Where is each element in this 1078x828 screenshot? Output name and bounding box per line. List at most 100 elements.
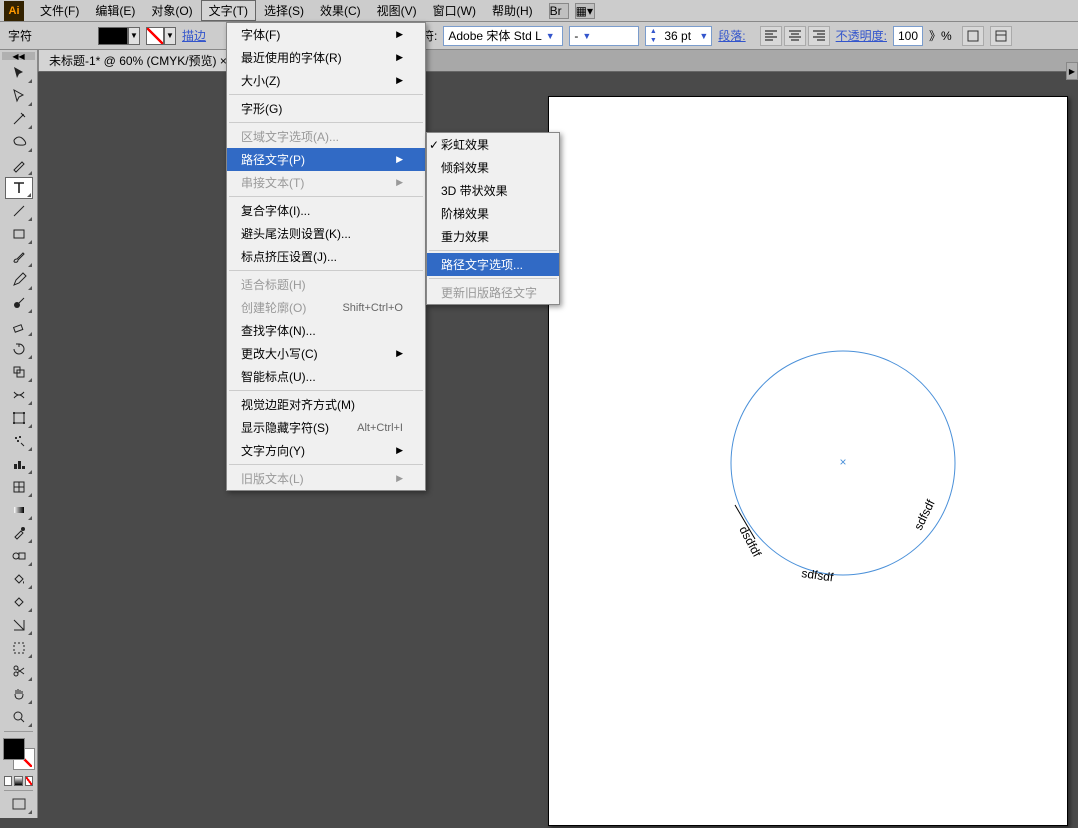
menu-item-更新旧版路径文字: 更新旧版路径文字 bbox=[427, 281, 559, 304]
artboard-tool[interactable] bbox=[5, 637, 33, 659]
menu-item-文字方向Y[interactable]: 文字方向(Y)▶ bbox=[227, 439, 425, 462]
paragraph-link[interactable]: 段落: bbox=[718, 27, 745, 44]
menu-item-标点挤压设置J[interactable]: 标点挤压设置(J)... bbox=[227, 245, 425, 268]
lasso-tool[interactable] bbox=[5, 131, 33, 153]
symbol-sprayer-tool[interactable] bbox=[5, 430, 33, 452]
mesh-tool[interactable] bbox=[5, 476, 33, 498]
menu-帮助[interactable]: 帮助(H) bbox=[484, 0, 541, 21]
menu-item-显示隐藏字符S[interactable]: 显示隐藏字符(S)Alt+Ctrl+I bbox=[227, 416, 425, 439]
menu-item-查找字体N[interactable]: 查找字体(N)... bbox=[227, 319, 425, 342]
app-logo: Ai bbox=[4, 1, 24, 21]
menu-item-旧版文本L: 旧版文本(L)▶ bbox=[227, 467, 425, 490]
prefs-button[interactable] bbox=[990, 26, 1012, 46]
svg-text:dsdfdf: dsdfdf bbox=[736, 524, 764, 560]
warp-tool[interactable] bbox=[5, 384, 33, 406]
menu-item-重力效果[interactable]: 重力效果 bbox=[427, 225, 559, 248]
direct-selection-tool[interactable] bbox=[5, 85, 33, 107]
gradient-tool[interactable] bbox=[5, 499, 33, 521]
hand-tool[interactable] bbox=[5, 683, 33, 705]
zoom-tool[interactable] bbox=[5, 706, 33, 728]
align-left-button[interactable] bbox=[760, 26, 782, 46]
menu-效果[interactable]: 效果(C) bbox=[312, 0, 369, 21]
menu-视图[interactable]: 视图(V) bbox=[369, 0, 425, 21]
menu-item-字形G[interactable]: 字形(G) bbox=[227, 97, 425, 120]
eyedropper-tool[interactable] bbox=[5, 522, 33, 544]
opacity-link[interactable]: 不透明度: bbox=[836, 27, 887, 44]
free-transform-tool[interactable] bbox=[5, 407, 33, 429]
magic-wand-tool[interactable] bbox=[5, 108, 33, 130]
scissors-tool[interactable] bbox=[5, 660, 33, 682]
stroke-dropdown[interactable]: ▼ bbox=[164, 27, 176, 45]
rectangle-tool[interactable] bbox=[5, 223, 33, 245]
menu-窗口[interactable]: 窗口(W) bbox=[425, 0, 484, 21]
color-mode-solid[interactable] bbox=[4, 776, 12, 786]
menu-编辑[interactable]: 编辑(E) bbox=[87, 0, 143, 21]
svg-text:sdfsdf: sdfsdf bbox=[911, 497, 938, 533]
pen-tool[interactable] bbox=[5, 154, 33, 176]
menu-item-阶梯效果[interactable]: 阶梯效果 bbox=[427, 202, 559, 225]
opacity-spinner[interactable]: 100 bbox=[893, 26, 923, 46]
menu-item-字体F[interactable]: 字体(F)▶ bbox=[227, 23, 425, 46]
fill-color-swatch[interactable] bbox=[3, 738, 25, 760]
color-mode-none[interactable] bbox=[25, 776, 33, 786]
pencil-tool[interactable] bbox=[5, 269, 33, 291]
menu-文字[interactable]: 文字(T) bbox=[201, 0, 256, 21]
menu-item-彩虹效果[interactable]: ✓彩虹效果 bbox=[427, 133, 559, 156]
line-tool[interactable] bbox=[5, 200, 33, 222]
type-tool[interactable] bbox=[5, 177, 33, 199]
type-menu-dropdown: 字体(F)▶最近使用的字体(R)▶大小(Z)▶ 字形(G) 区域文字选项(A)...… bbox=[226, 22, 426, 491]
align-right-button[interactable] bbox=[808, 26, 830, 46]
live-paint-select-tool[interactable] bbox=[5, 591, 33, 613]
fill-swatch[interactable] bbox=[98, 27, 128, 45]
menu-item-路径文字P[interactable]: 路径文字(P)▶ bbox=[227, 148, 425, 171]
menu-item-最近使用的字体R[interactable]: 最近使用的字体(R)▶ bbox=[227, 46, 425, 69]
menu-文件[interactable]: 文件(F) bbox=[32, 0, 87, 21]
svg-text:sdfsdf: sdfsdf bbox=[801, 566, 835, 584]
char-panel-link[interactable]: 字符 bbox=[8, 27, 32, 44]
arrange-button[interactable]: ▦▾ bbox=[575, 3, 595, 19]
align-center-button[interactable] bbox=[784, 26, 806, 46]
live-paint-tool[interactable] bbox=[5, 568, 33, 590]
scale-tool[interactable] bbox=[5, 361, 33, 383]
document-tab[interactable]: 未标题-1* @ 60% (CMYK/预览) × bbox=[38, 49, 238, 71]
blob-brush-tool[interactable] bbox=[5, 292, 33, 314]
color-mode-gradient[interactable] bbox=[14, 776, 22, 786]
menu-item-串接文本T: 串接文本(T)▶ bbox=[227, 171, 425, 194]
menu-item-适合标题H: 适合标题(H) bbox=[227, 273, 425, 296]
menu-item-智能标点U[interactable]: 智能标点(U)... bbox=[227, 365, 425, 388]
paintbrush-tool[interactable] bbox=[5, 246, 33, 268]
menu-item-视觉边距对齐方式M[interactable]: 视觉边距对齐方式(M) bbox=[227, 393, 425, 416]
selection-tool[interactable] bbox=[5, 62, 33, 84]
panels-collapse[interactable]: ▶ bbox=[1066, 62, 1078, 80]
screen-mode-button[interactable] bbox=[5, 793, 33, 815]
toolbox-collapse[interactable]: ◀◀ bbox=[2, 52, 35, 60]
menu-item-复合字体I[interactable]: 复合字体(I)... bbox=[227, 199, 425, 222]
artboard[interactable]: ×dsdfdfsdfsdfsdfsdf bbox=[548, 96, 1068, 826]
stroke-swatch[interactable] bbox=[146, 27, 164, 45]
path-type-submenu: ✓彩虹效果倾斜效果3D 带状效果阶梯效果重力效果路径文字选项... 更新旧版路径文… bbox=[426, 132, 560, 305]
bridge-button[interactable]: Br bbox=[549, 3, 569, 19]
menu-item-避头尾法则设置K[interactable]: 避头尾法则设置(K)... bbox=[227, 222, 425, 245]
fill-dropdown[interactable]: ▼ bbox=[128, 27, 140, 45]
font-family-select[interactable]: Adobe 宋体 Std L▼ bbox=[443, 26, 563, 46]
graph-tool[interactable] bbox=[5, 453, 33, 475]
menu-对象[interactable]: 对象(O) bbox=[143, 0, 200, 21]
color-swatches[interactable] bbox=[3, 738, 35, 770]
menu-item-倾斜效果[interactable]: 倾斜效果 bbox=[427, 156, 559, 179]
font-style-select[interactable]: -▼ bbox=[569, 26, 639, 46]
document-tab-bar: 未标题-1* @ 60% (CMYK/预览) × bbox=[0, 50, 1078, 72]
font-size-spinner[interactable]: ▲▼ 36 pt ▼ bbox=[645, 26, 712, 46]
menu-item-更改大小写C[interactable]: 更改大小写(C)▶ bbox=[227, 342, 425, 365]
doc-setup-button[interactable] bbox=[962, 26, 984, 46]
menu-item-3D带状效果[interactable]: 3D 带状效果 bbox=[427, 179, 559, 202]
menu-item-大小Z[interactable]: 大小(Z)▶ bbox=[227, 69, 425, 92]
menu-选择[interactable]: 选择(S) bbox=[256, 0, 312, 21]
rotate-tool[interactable] bbox=[5, 338, 33, 360]
menu-item-路径文字选项[interactable]: 路径文字选项... bbox=[427, 253, 559, 276]
toolbox: ◀◀ bbox=[0, 50, 38, 818]
eraser-tool[interactable] bbox=[5, 315, 33, 337]
menu-item-区域文字选项A: 区域文字选项(A)... bbox=[227, 125, 425, 148]
stroke-link[interactable]: 描边 bbox=[182, 27, 206, 44]
blend-tool[interactable] bbox=[5, 545, 33, 567]
slice-tool[interactable] bbox=[5, 614, 33, 636]
